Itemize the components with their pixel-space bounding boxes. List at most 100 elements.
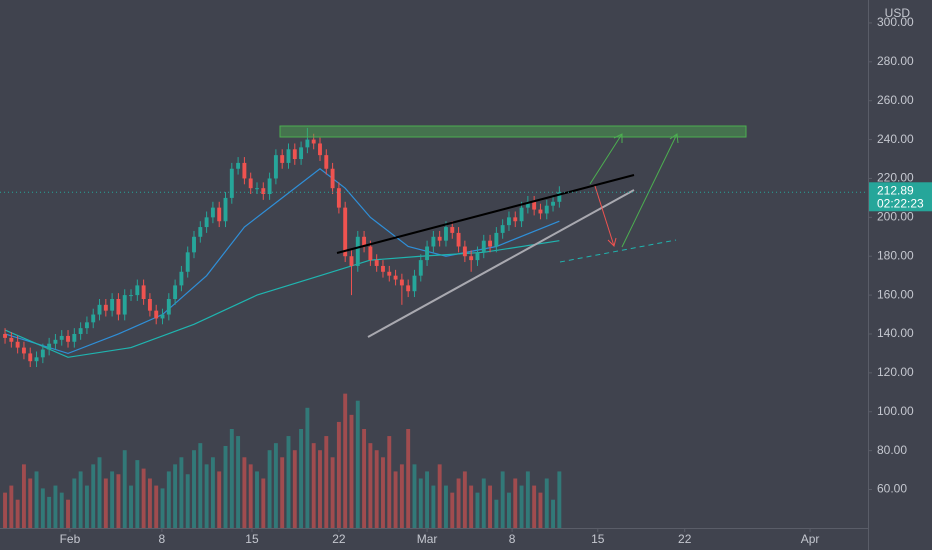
volume-bar xyxy=(66,499,70,528)
volume-bar xyxy=(116,474,121,528)
volume-bar xyxy=(192,450,196,528)
candle-body xyxy=(267,178,272,195)
candle-body xyxy=(210,207,215,218)
volume-bar xyxy=(141,468,146,528)
trend-line xyxy=(367,189,635,338)
candle-body xyxy=(116,298,121,315)
candle-body xyxy=(84,322,89,329)
candle-body xyxy=(311,139,316,144)
candle-body xyxy=(21,347,26,354)
candle-body xyxy=(362,236,367,247)
volume-bar xyxy=(431,485,436,528)
last-price: 212.89 xyxy=(877,183,914,197)
candle-body xyxy=(343,207,348,257)
candle-body xyxy=(160,314,165,319)
volume-bar xyxy=(507,492,511,528)
candle-body xyxy=(381,265,385,272)
volume-bar xyxy=(236,436,241,528)
candle-body xyxy=(236,162,241,169)
candle-body xyxy=(154,310,159,319)
volume-bar xyxy=(324,436,329,528)
candle-body xyxy=(242,162,247,179)
volume-bar xyxy=(374,450,379,528)
price-label-box xyxy=(869,182,932,212)
y-tick-label: 300.00 xyxy=(877,15,914,29)
candle-body xyxy=(544,205,549,214)
y-tick-label: 200.00 xyxy=(877,210,914,224)
volume-bar xyxy=(418,478,423,528)
volume-bar xyxy=(59,492,64,528)
volume-bar xyxy=(40,488,45,528)
volume-bar xyxy=(456,478,461,528)
volume-bar xyxy=(3,492,7,528)
candle-body xyxy=(286,149,291,163)
candle-body xyxy=(280,155,285,163)
volume-bar xyxy=(15,499,20,528)
volume-bar xyxy=(336,421,341,528)
candle-body xyxy=(192,236,196,253)
candle-body xyxy=(456,232,461,247)
candle-body xyxy=(248,178,253,189)
volume-bar xyxy=(210,457,215,528)
volume-bar xyxy=(488,485,493,528)
candle-body xyxy=(519,207,524,222)
volume-bar xyxy=(299,429,304,528)
y-tick-label: 80.00 xyxy=(877,443,907,457)
volume-bar xyxy=(217,471,222,528)
y-tick-label: 260.00 xyxy=(877,93,914,107)
candle-body xyxy=(204,217,209,228)
candle-body xyxy=(273,155,278,179)
candle-body xyxy=(66,335,70,342)
volume-bar xyxy=(273,443,278,528)
candle-body xyxy=(255,188,259,190)
candle-body xyxy=(349,256,354,266)
candle-body xyxy=(481,240,486,253)
candle-body xyxy=(475,252,480,261)
trend-line xyxy=(336,174,635,254)
y-tick-label: 160.00 xyxy=(877,287,914,301)
candle-body xyxy=(450,227,455,233)
candle-body xyxy=(374,260,379,266)
volume-bar xyxy=(330,457,335,528)
volume-bar xyxy=(223,445,228,528)
volume-bar xyxy=(179,457,184,528)
currency: USD xyxy=(885,6,911,20)
arrow xyxy=(589,133,623,185)
candle-body xyxy=(261,188,266,195)
candle-body xyxy=(292,149,297,160)
candle-body xyxy=(425,246,430,261)
candle-body xyxy=(103,304,108,311)
volume-bar xyxy=(280,457,285,528)
volume-bar xyxy=(393,471,398,528)
volume-bar xyxy=(318,450,322,528)
x-tick-label: Mar xyxy=(417,532,438,546)
candle-body xyxy=(78,328,83,334)
volume-bar xyxy=(437,464,442,528)
y-tick-label: 240.00 xyxy=(877,132,914,146)
y-tick-label: 140.00 xyxy=(877,326,914,340)
candle-body xyxy=(355,236,360,266)
volume-bar xyxy=(147,478,152,528)
volume-bar xyxy=(78,471,83,528)
volume-bar xyxy=(198,443,203,528)
candle-body xyxy=(166,298,171,315)
candle-body xyxy=(72,333,77,342)
y-tick-label: 60.00 xyxy=(877,482,907,496)
x-tick-label: Apr xyxy=(801,532,820,546)
candle-body xyxy=(318,143,322,156)
candle-body xyxy=(173,285,178,299)
volume-bar xyxy=(103,478,108,528)
candle-body xyxy=(53,339,58,344)
volume-bar xyxy=(450,492,455,528)
volume-bar xyxy=(532,485,537,528)
candle-body xyxy=(406,285,411,292)
candle-body xyxy=(129,295,133,297)
candle-body xyxy=(198,227,203,237)
countdown: 02:22:23 xyxy=(877,196,924,210)
volume-bar xyxy=(166,471,171,528)
candle-body xyxy=(147,298,152,311)
candle-body xyxy=(431,236,436,247)
arrow-head xyxy=(613,133,623,143)
